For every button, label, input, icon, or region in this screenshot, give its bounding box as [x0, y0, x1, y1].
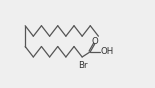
Text: OH: OH — [100, 47, 113, 56]
Text: O: O — [91, 37, 98, 46]
Text: Br: Br — [78, 61, 88, 70]
